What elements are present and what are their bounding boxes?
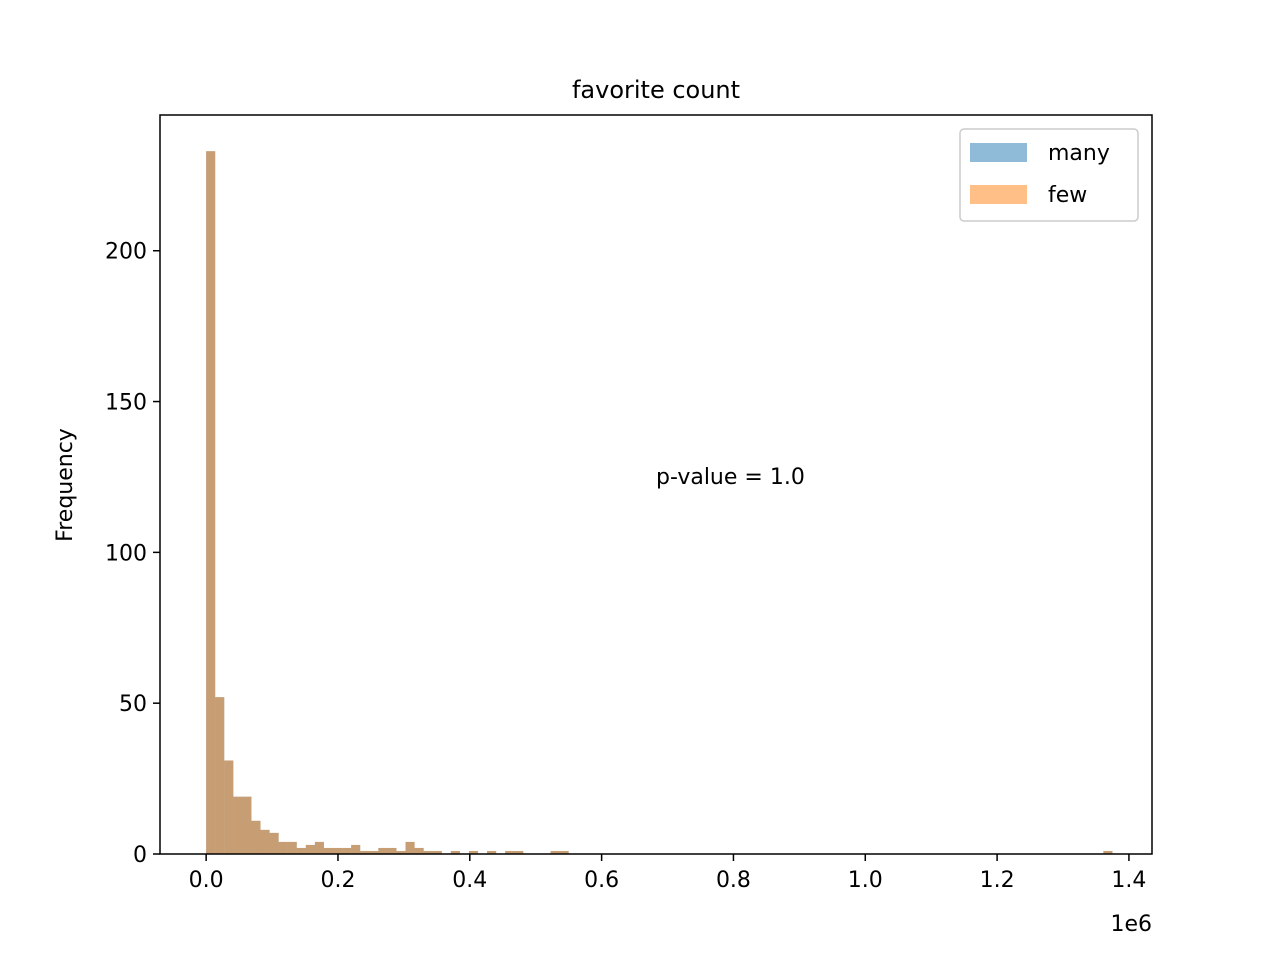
bar-few (550, 850, 560, 854)
bar-few (378, 847, 388, 854)
bar-few (450, 850, 460, 854)
bar-few (414, 847, 424, 854)
x-tick-label: 0.8 (716, 868, 751, 893)
x-tick-label: 1.0 (848, 868, 883, 893)
chart-title: favorite count (572, 76, 740, 104)
bar-few (305, 844, 315, 854)
bar-few (206, 151, 216, 854)
bar-few (387, 847, 397, 854)
bar-few (423, 850, 433, 854)
x-tick-label: 0.6 (584, 868, 619, 893)
bar-few (251, 820, 261, 854)
plot-frame (159, 114, 1153, 855)
histogram-bars (206, 151, 1113, 854)
x-tick-label: 0.2 (320, 868, 355, 893)
bar-few (468, 850, 479, 854)
bar-few (278, 841, 288, 854)
bar-few (351, 844, 361, 854)
bar-few (514, 850, 524, 854)
bar-few (369, 850, 379, 854)
bar-few (559, 850, 569, 854)
bar-few (432, 850, 442, 854)
legend-label-few: few (1048, 183, 1087, 208)
y-tick-label: 0 (133, 843, 147, 868)
bar-few (314, 841, 324, 854)
bar-few (1103, 850, 1113, 854)
bar-few (269, 832, 279, 854)
bar-few (396, 850, 406, 854)
bar-few (233, 796, 243, 854)
y-axis-label: Frequency (53, 428, 78, 542)
legend-swatch-many (970, 143, 1027, 162)
y-tick-label: 50 (119, 692, 147, 717)
bar-few (360, 850, 370, 854)
x-axis-ticks: 0.0 0.2 0.4 0.6 0.8 1.0 1.2 1.4 (189, 854, 1146, 893)
legend: many few (959, 128, 1139, 222)
bar-few (296, 847, 306, 854)
bar-few (487, 850, 497, 854)
bar-few (215, 697, 225, 854)
x-tick-label: 0.4 (452, 868, 487, 893)
y-tick-label: 150 (105, 391, 147, 416)
x-tick-label: 1.2 (980, 868, 1015, 893)
y-tick-label: 100 (105, 541, 147, 566)
bar-few (242, 796, 252, 854)
bar-few (260, 829, 270, 854)
bar-few (342, 847, 352, 854)
y-axis-ticks: 0 50 100 150 200 (105, 240, 160, 868)
legend-swatch-few (970, 185, 1027, 204)
p-value-annotation: p-value = 1.0 (656, 465, 805, 490)
x-offset-label: 1e6 (1110, 912, 1152, 937)
legend-label-many: many (1048, 141, 1110, 166)
bar-few (405, 841, 415, 854)
bar-few (505, 850, 515, 854)
y-tick-label: 200 (105, 240, 147, 265)
bar-few (224, 760, 234, 854)
bar-few (323, 847, 334, 854)
x-tick-label: 0.0 (189, 868, 224, 893)
x-tick-label: 1.4 (1111, 868, 1146, 893)
bar-few (333, 847, 343, 854)
bar-few (287, 841, 297, 854)
